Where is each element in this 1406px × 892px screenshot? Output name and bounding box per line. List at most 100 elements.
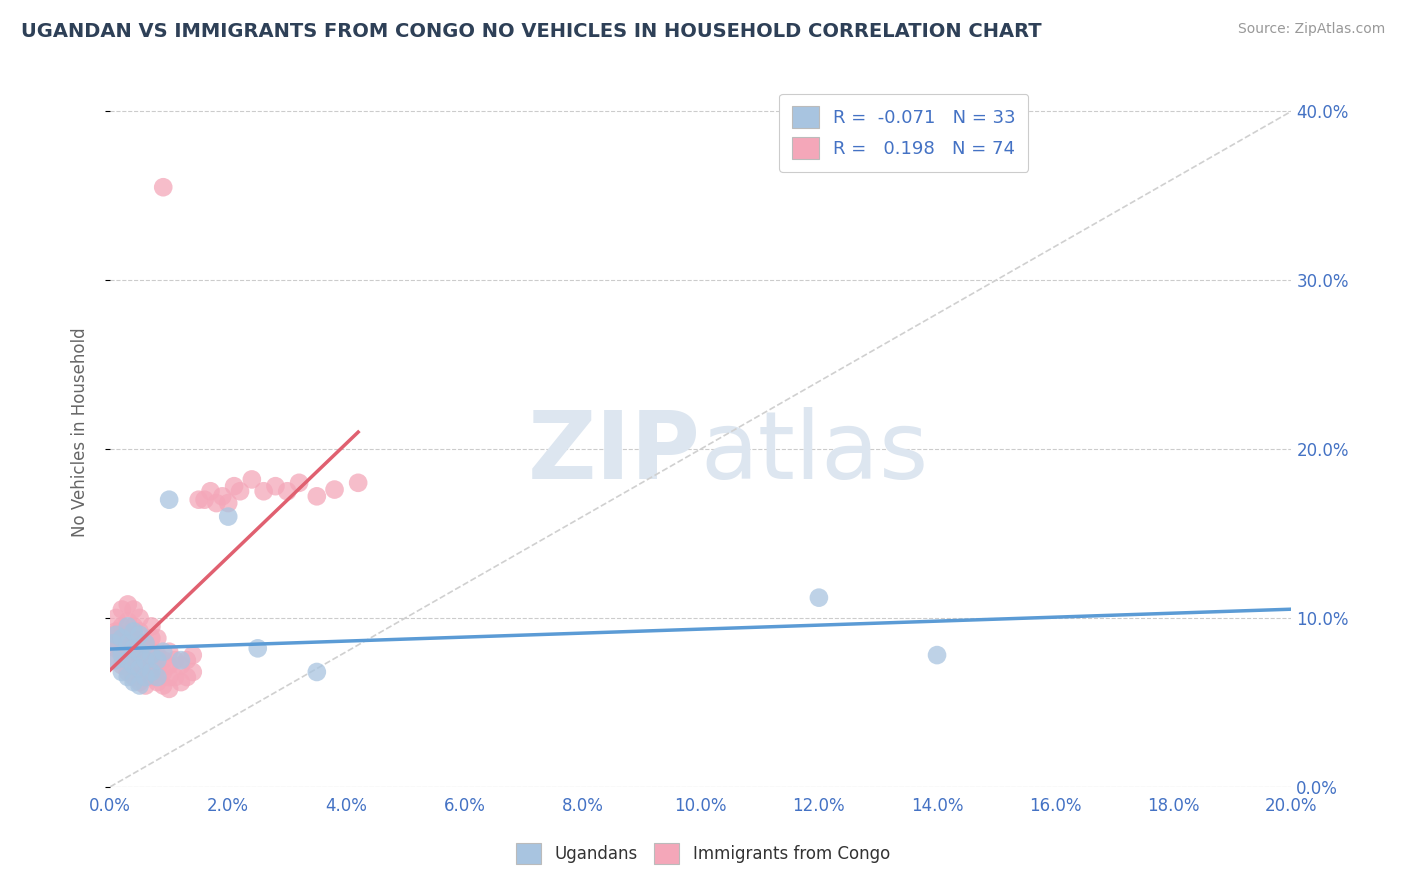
Point [117,653,139,667]
Point [141,658,163,673]
Point [146,653,169,667]
Point [104,624,127,639]
Point [146,631,169,645]
Point [134,670,156,684]
Point [117,615,139,629]
Point [134,653,156,667]
Point [211,489,233,503]
Point [152,653,174,667]
Point [101,628,124,642]
Point [141,648,163,662]
Point [170,675,193,690]
Point [200,484,222,499]
Text: ZIP: ZIP [527,408,700,500]
Point [152,665,174,679]
Point [111,645,134,659]
Point [134,653,156,667]
Point [122,645,145,659]
Point [117,619,139,633]
Point [170,658,193,673]
Point [141,670,163,684]
Point [128,624,150,639]
Point [101,636,124,650]
Point [229,484,252,499]
Point [104,653,127,667]
Point [122,658,145,673]
Point [347,475,370,490]
Point [117,653,139,667]
Point [104,641,127,656]
Text: atlas: atlas [700,408,929,500]
Point [157,658,180,673]
Point [146,662,169,676]
Point [181,665,204,679]
Point [117,640,139,654]
Point [117,670,139,684]
Point [146,675,169,690]
Point [104,611,127,625]
Point [146,648,169,662]
Point [122,624,145,639]
Point [111,602,134,616]
Point [305,665,328,679]
Point [117,598,139,612]
Point [128,675,150,690]
Point [288,475,311,490]
Point [128,611,150,625]
Point [157,492,180,507]
Point [170,653,193,667]
Point [323,483,346,497]
Point [305,489,328,503]
Point [181,648,204,662]
Point [128,662,150,676]
Point [122,602,145,616]
Point [165,670,187,684]
Point [117,665,139,679]
Point [141,645,163,659]
Point [128,628,150,642]
Text: Source: ZipAtlas.com: Source: ZipAtlas.com [1237,22,1385,37]
Text: UGANDAN VS IMMIGRANTS FROM CONGO NO VEHICLES IN HOUSEHOLD CORRELATION CHART: UGANDAN VS IMMIGRANTS FROM CONGO NO VEHI… [21,22,1042,41]
Point [146,670,169,684]
Point [104,653,127,667]
Point [165,653,187,667]
Point [141,619,163,633]
Point [187,492,209,507]
Point [224,479,246,493]
Point [111,619,134,633]
Point [101,636,124,650]
Point [122,658,145,673]
Point [141,665,163,679]
Point [176,670,198,684]
Point [117,636,139,650]
Point [122,675,145,690]
Y-axis label: No Vehicles in Household: No Vehicles in Household [72,327,89,537]
Point [176,653,198,667]
Point [128,636,150,650]
Point [117,628,139,642]
Point [128,648,150,662]
Legend: Ugandans, Immigrants from Congo: Ugandans, Immigrants from Congo [509,837,897,871]
Point [807,591,830,605]
Legend: R =  -0.071   N = 33, R =   0.198   N = 74: R = -0.071 N = 33, R = 0.198 N = 74 [779,94,1028,172]
Point [128,645,150,659]
Point [152,645,174,659]
Point [246,641,269,656]
Point [122,670,145,684]
Point [194,492,217,507]
Point [111,631,134,645]
Point [134,636,156,650]
Point [122,619,145,633]
Point [152,678,174,692]
Point [925,648,948,662]
Point [264,479,287,493]
Point [157,670,180,684]
Point [134,665,156,679]
Point [122,631,145,645]
Point [128,662,150,676]
Point [276,484,298,499]
Point [217,496,239,510]
Point [122,641,145,656]
Point [152,180,174,194]
Point [134,678,156,692]
